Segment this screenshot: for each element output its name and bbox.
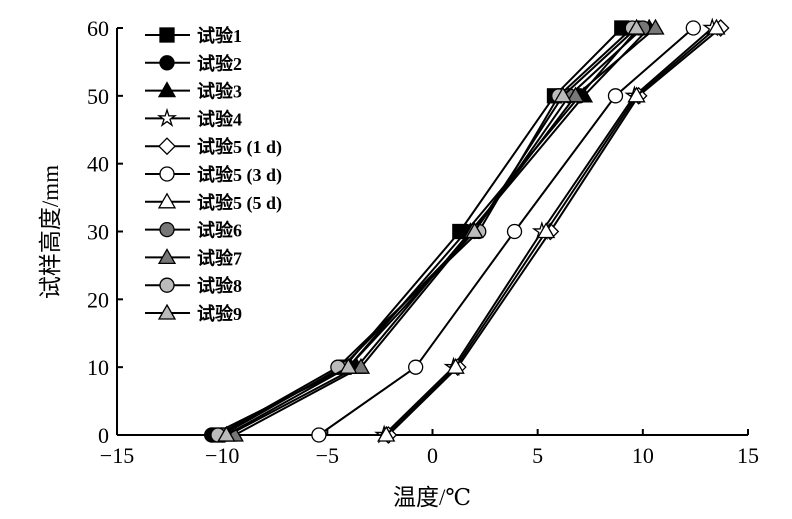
x-tick-label: −5 [316,443,339,468]
series-2 [203,20,647,443]
series-5 [379,19,730,444]
y-tick-label: 40 [87,152,109,177]
series-1 [210,20,630,443]
circle-marker [685,20,701,36]
triangle-marker [566,86,585,103]
legend-label: 试验7 [197,247,242,268]
y-tick-label: 60 [87,16,109,41]
circle-marker [506,223,523,240]
legend-label: 试验5 (3 d) [197,164,282,186]
legend-item: 试验5 (5 d) [145,192,282,214]
star-marker [156,107,178,127]
x-tick-label: 10 [632,443,654,468]
circle-marker [311,427,327,443]
x-axis-label: 温度/℃ [393,485,471,510]
y-tick-label: 20 [87,287,109,312]
square-marker [159,27,175,43]
y-tick-label: 10 [87,355,109,380]
series-6 [311,20,701,443]
triangle-marker [646,18,665,35]
triangle-marker [707,18,726,35]
legend-item: 试验3 [145,81,242,102]
triangle-marker [536,222,556,239]
legend: 试验1 试验2 试验3 试验4 试验5 (1 d) 试验5 (3 d) 试验5 (5 d) 试… [145,25,282,324]
legend-item: 试验5 (3 d) [145,164,282,186]
circle-marker [159,277,175,293]
x-tick-label: 15 [737,443,759,468]
x-tick-label: 0 [427,443,438,468]
legend-label: 试验8 [197,275,242,296]
triangle-marker [377,425,396,442]
legend-item: 试验8 [145,275,242,296]
legend-item: 试验9 [145,303,242,324]
y-axis-label: 试样高度/mm [38,165,63,299]
circle-marker [607,88,624,104]
circle-marker [159,55,175,71]
y-tick-label: 0 [98,423,109,448]
x-tick-label: −15 [100,443,134,468]
triangle-marker [465,222,484,239]
triangle-marker [217,425,236,442]
triangle-marker [157,81,177,98]
series-layer [203,17,730,444]
legend-label: 试验9 [197,303,242,324]
triangle-marker [351,357,371,374]
legend-item: 试验7 [145,247,242,268]
triangle-marker [339,357,358,374]
legend-label: 试验3 [197,81,242,102]
series-8 [214,20,651,443]
axes: −15 −10 −5 0 5 10 15 0 10 20 30 40 50 60 [87,16,759,468]
x-tick-label: 5 [532,443,543,468]
circle-marker [408,359,424,375]
triangle-marker [446,357,465,374]
series-7 [377,18,726,442]
triangle-marker [157,303,177,320]
circle-marker [159,166,175,182]
legend-label: 试验2 [197,53,242,74]
legend-label: 试验4 [197,108,242,129]
series-11 [217,18,646,442]
y-tick-label: 30 [87,220,109,245]
triangle-marker [627,18,646,35]
legend-item: 试验4 [145,107,242,129]
triangle-marker [157,248,177,265]
triangle-marker [553,86,573,103]
legend-label: 试验5 (1 d) [197,136,282,158]
legend-item: 试验1 [145,25,242,46]
legend-label: 试验5 (5 d) [197,192,282,214]
legend-item: 试验2 [145,53,242,74]
y-tick-label: 50 [87,84,109,109]
legend-item: 试验5 (1 d) [145,136,282,158]
legend-label: 试验1 [197,25,242,46]
circle-marker [159,221,175,238]
x-tick-label: −10 [205,443,239,468]
legend-item: 试验6 [145,220,242,241]
triangle-marker [157,192,177,209]
series-line [234,27,657,436]
triangle-marker [627,86,646,103]
diamond-marker [158,137,176,156]
legend-label: 试验6 [197,220,242,241]
